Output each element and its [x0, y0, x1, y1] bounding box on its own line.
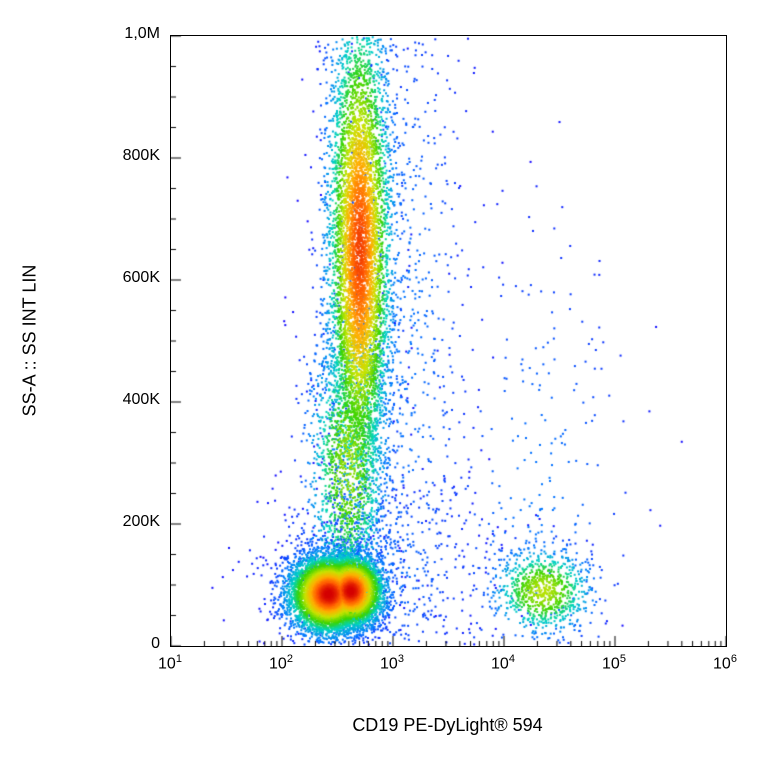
x-tick-label: 105	[589, 653, 639, 673]
y-tick-label: 0	[95, 635, 160, 653]
y-tick-label: 800K	[95, 147, 160, 165]
x-tick-label: 101	[145, 653, 195, 673]
y-tick-label: 400K	[95, 391, 160, 409]
y-tick-label: 1,0M	[95, 25, 160, 43]
plot-area	[170, 35, 727, 647]
y-axis-title: SS-A :: SS INT LIN	[20, 191, 41, 491]
y-tick-label: 600K	[95, 269, 160, 287]
y-tick-label: 200K	[95, 513, 160, 531]
x-tick-label: 106	[700, 653, 750, 673]
x-axis-title: CD19 PE-DyLight® 594	[170, 715, 725, 736]
scatter-canvas	[171, 36, 726, 646]
x-tick-label: 104	[478, 653, 528, 673]
x-tick-label: 102	[256, 653, 306, 673]
x-tick-label: 103	[367, 653, 417, 673]
chart-container: SS-A :: SS INT LIN CD19 PE-DyLight® 594 …	[0, 0, 764, 764]
